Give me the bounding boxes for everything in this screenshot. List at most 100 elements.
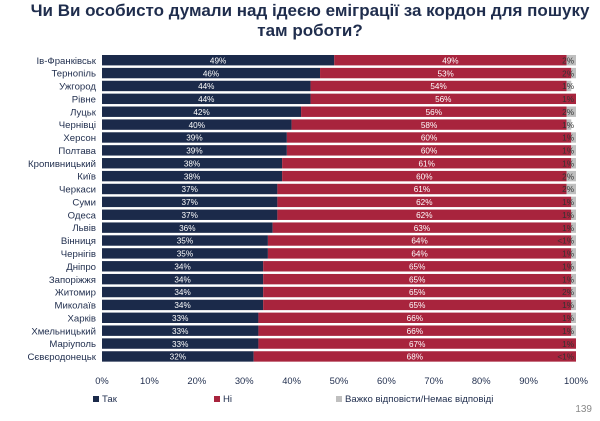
bar-segment (310, 93, 576, 105)
bar-segment (272, 222, 572, 233)
data-label: 65% (409, 301, 425, 310)
data-label: 1% (562, 82, 574, 91)
data-label: 68% (407, 353, 423, 362)
data-label: 2% (562, 172, 574, 181)
bar-segment (571, 299, 576, 311)
bar-segment (566, 119, 572, 130)
bar-segment (263, 261, 572, 272)
bar-segment (566, 55, 576, 66)
data-label: 1% (562, 301, 574, 310)
bar-segment (571, 158, 576, 169)
data-label: 49% (442, 56, 458, 65)
bar-segment (571, 235, 576, 246)
x-tick-label: 80% (472, 375, 491, 386)
data-label: 38% (184, 172, 200, 181)
x-tick-label: 60% (377, 375, 396, 386)
x-tick-label: 10% (140, 375, 159, 386)
bar-segment (102, 338, 259, 349)
bar-segment (277, 196, 572, 208)
bar-segment (102, 299, 264, 311)
bar-segment (102, 312, 259, 323)
category-label: Рівне (72, 94, 96, 105)
bar-segment (102, 286, 264, 298)
chart-title: Чи Ви особисто думали над ідеєю еміграці… (30, 1, 590, 40)
x-tick-label: 90% (519, 375, 538, 386)
data-label: 60% (416, 172, 432, 181)
bar-segment (102, 106, 302, 117)
data-label: 61% (414, 185, 430, 194)
bar-segment (571, 132, 576, 143)
bar-segment (102, 248, 268, 259)
data-label: 67% (409, 340, 425, 349)
bar-segment (258, 312, 572, 323)
category-label: Київ (77, 172, 96, 183)
category-label: Чернігів (61, 249, 96, 260)
data-label: 54% (430, 82, 446, 91)
bar-segment (267, 235, 572, 246)
data-label: 63% (414, 224, 430, 233)
legend-swatch (214, 396, 220, 402)
data-label: 53% (437, 69, 453, 78)
x-tick-label: 0% (95, 375, 109, 386)
bar-segment (258, 338, 576, 349)
data-label: 35% (177, 250, 193, 259)
bar-segment (102, 67, 321, 79)
data-label: 1% (562, 250, 574, 259)
data-label: 33% (172, 314, 188, 323)
category-label: Львів (72, 223, 96, 234)
x-tick-label: 50% (330, 375, 349, 386)
category-label: Ужгород (59, 82, 96, 93)
bar-segment (320, 67, 572, 79)
bar-segment (263, 286, 572, 298)
bar-segment (571, 248, 576, 259)
data-label: 66% (407, 327, 423, 336)
bar-segment (102, 158, 283, 169)
data-label: 1% (562, 95, 574, 104)
bar-segment (102, 132, 287, 143)
data-label: 56% (435, 95, 451, 104)
bar-segment (286, 132, 572, 143)
page-number: 139 (575, 404, 592, 415)
bar-segment (566, 183, 576, 195)
x-tick-label: 30% (235, 375, 254, 386)
bar-segment (102, 55, 335, 66)
data-label: 2% (562, 69, 574, 78)
bar-segment (301, 106, 567, 117)
data-label: 60% (421, 134, 437, 143)
bar-segment (571, 273, 576, 285)
bar-segment (310, 80, 567, 92)
category-label: Кропивницький (28, 159, 96, 170)
data-label: 1% (562, 211, 574, 220)
bar-segment (267, 248, 572, 259)
x-tick-label: 20% (187, 375, 206, 386)
bar-segment (102, 351, 254, 362)
data-label: 66% (407, 314, 423, 323)
legend-label: Важко відповісти/Немає відповіді (345, 394, 493, 405)
data-label: 1% (562, 262, 574, 271)
bar-segment (566, 106, 576, 117)
data-label: 60% (421, 147, 437, 156)
bar-segment (571, 325, 576, 336)
bar-segment (282, 158, 572, 169)
data-label: 33% (172, 340, 188, 349)
data-label: 35% (177, 237, 193, 246)
data-label: 46% (203, 69, 219, 78)
data-label: 49% (210, 56, 226, 65)
data-label: 64% (411, 237, 427, 246)
data-label: 36% (179, 224, 195, 233)
bar-segment (102, 273, 264, 285)
legend-swatch (93, 396, 99, 402)
bar-segment (102, 145, 287, 156)
x-tick-label: 70% (424, 375, 443, 386)
data-label: 2% (562, 108, 574, 117)
data-label: 1% (562, 327, 574, 336)
data-label: 1% (562, 314, 574, 323)
bar-segment (571, 312, 576, 323)
bar-segment (102, 183, 278, 195)
data-label: 32% (170, 353, 186, 362)
category-label: Запоріжжя (49, 275, 96, 286)
data-label: 56% (426, 108, 442, 117)
bar-segment (571, 286, 576, 298)
bar-segment (571, 196, 576, 208)
